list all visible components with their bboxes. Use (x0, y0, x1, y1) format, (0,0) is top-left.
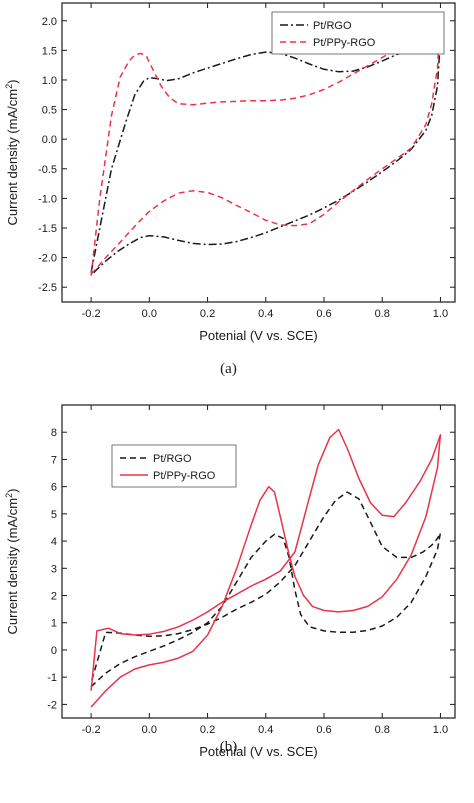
y-tick-label: 7 (51, 454, 57, 466)
y-tick-label: 0.0 (42, 134, 57, 146)
y-tick-label: 6 (51, 482, 57, 494)
y-tick-label: 5 (51, 509, 57, 521)
x-tick-label: 0.6 (316, 308, 331, 320)
x-tick-label: -0.2 (82, 724, 101, 736)
y-tick-label: 1 (51, 618, 57, 630)
series-line-pt-rgo (90, 491, 442, 688)
y-tick-label: 2 (51, 591, 57, 603)
x-tick-label: 0.2 (200, 724, 215, 736)
x-tick-label: -0.2 (82, 308, 101, 320)
x-tick-label: 0.8 (375, 724, 390, 736)
y-tick-label: -0.5 (38, 164, 57, 176)
legend-box (111, 444, 237, 488)
y-tick-label: 1.5 (42, 45, 57, 57)
legend-label: Pt/PPy-RGO (313, 37, 376, 49)
chart-caption: (a) (220, 361, 237, 377)
x-tick-label: 1.0 (433, 724, 448, 736)
x-tick-label: 0.6 (316, 724, 331, 736)
y-tick-label: 8 (51, 427, 57, 439)
x-tick-label: 0.8 (375, 308, 390, 320)
plot-frame (61, 404, 456, 719)
legend-label: Pt/RGO (153, 453, 192, 465)
x-tick-label: 0.4 (258, 308, 273, 320)
y-tick-label: -2.0 (38, 253, 57, 265)
y-tick-label: 0.5 (42, 105, 57, 117)
series-line-pt-ppy-rgo (90, 15, 442, 276)
legend-box (271, 11, 445, 55)
y-axis-title: Current density (mA/cm2) (4, 80, 20, 226)
x-tick-label: 0.4 (258, 724, 273, 736)
chart-b: -0.2 0.0 0.2 0.4 0.6 0.8 1.0 -2 -1 0 1 2 3 4 5 6 7 8 Poten… (4, 404, 456, 759)
legend-label: Pt/RGO (313, 20, 352, 32)
y-tick-label: -1.5 (38, 223, 57, 235)
y-tick-label: 3 (51, 563, 57, 575)
plot-frame (61, 2, 456, 303)
y-tick-label: 1.0 (42, 75, 57, 87)
y-tick-label: -1 (47, 672, 57, 684)
series-line-pt-ppy-rgo (90, 428, 442, 708)
x-tick-label: 0.0 (142, 308, 157, 320)
y-axis-title: Current density (mA/cm2) (4, 489, 20, 635)
series-line-pt-rgo (90, 37, 442, 276)
chart-a: -0.2 0.0 0.2 0.4 0.6 0.8 1.0 -2.5 -2.0 -1.5 -1.0 -0… (4, 2, 456, 377)
y-tick-label: 0 (51, 645, 57, 657)
x-axis-title: Potenial (V vs. SCE) (199, 328, 318, 343)
legend-label: Pt/PPy-RGO (153, 470, 216, 482)
x-tick-label: 0.0 (142, 724, 157, 736)
y-tick-label: -1.0 (38, 193, 57, 205)
x-axis-title: Potenial (V vs. SCE) (199, 744, 318, 759)
y-tick-label: 4 (51, 536, 57, 548)
y-tick-label: -2.5 (38, 282, 57, 294)
chart-caption: (b) (220, 739, 238, 755)
y-tick-label: -2 (47, 699, 57, 711)
x-tick-label: 1.0 (433, 308, 448, 320)
x-tick-label: 0.2 (200, 308, 215, 320)
y-tick-label: 2.0 (42, 16, 57, 28)
